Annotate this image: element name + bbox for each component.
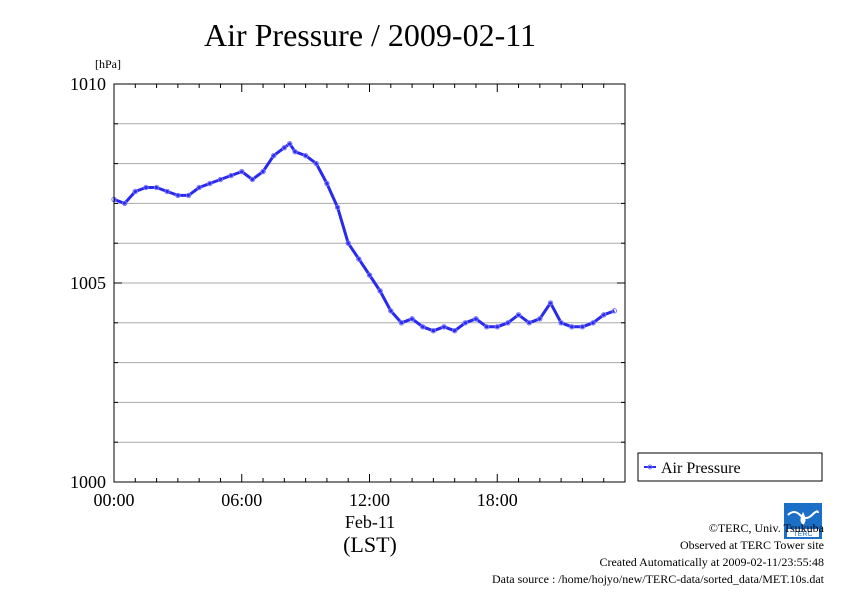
plot-series xyxy=(111,141,618,334)
logo-text-band xyxy=(787,529,819,537)
data-point xyxy=(579,324,586,330)
x-axis-title: (LST) xyxy=(343,532,397,557)
data-point xyxy=(286,141,293,147)
data-point xyxy=(547,300,554,306)
data-point xyxy=(409,316,415,322)
axis-ticks: 1000 1005 1010 00:00 06:00 12:00 18:00 xyxy=(70,74,626,510)
data-point xyxy=(483,324,490,330)
data-point xyxy=(207,180,213,187)
data-point xyxy=(377,288,383,294)
logo-text: TERC xyxy=(793,531,812,538)
logo-wave xyxy=(787,510,819,519)
data-point xyxy=(121,200,128,207)
data-point xyxy=(196,184,202,191)
data-point xyxy=(398,320,405,326)
data-point xyxy=(451,328,458,334)
data-point xyxy=(611,308,618,314)
data-point xyxy=(356,256,362,262)
data-point xyxy=(473,316,479,322)
data-point xyxy=(334,204,341,211)
data-point xyxy=(239,168,245,175)
data-point xyxy=(143,184,149,191)
data-point xyxy=(505,320,511,326)
data-point xyxy=(313,160,319,167)
data-point xyxy=(302,152,309,159)
data-point xyxy=(601,312,607,318)
data-point xyxy=(324,180,330,187)
data-point xyxy=(515,312,522,318)
data-point xyxy=(260,168,266,175)
y-tick-label: 1005 xyxy=(70,273,106,293)
grid-lines xyxy=(114,123,625,443)
legend-marker xyxy=(647,464,653,470)
data-point xyxy=(132,188,138,195)
data-point xyxy=(537,316,543,322)
footer-created: Created Automatically at 2009-02-11/23:5… xyxy=(599,555,824,569)
y-tick-label: 1000 xyxy=(70,472,106,492)
data-point xyxy=(430,328,437,334)
data-point xyxy=(345,240,351,246)
data-point xyxy=(281,144,288,151)
data-point xyxy=(388,308,394,314)
chart-title: Air Pressure / 2009-02-11 xyxy=(204,17,536,53)
x-date-label: Feb-11 xyxy=(345,512,395,532)
legend: Air Pressure xyxy=(637,452,823,482)
data-point xyxy=(270,152,277,159)
data-point xyxy=(185,192,192,199)
data-point xyxy=(175,192,181,199)
data-point xyxy=(228,172,234,179)
data-point xyxy=(366,272,373,278)
y-unit-label: [hPa] xyxy=(95,57,121,71)
x-tick-label: 00:00 xyxy=(93,490,134,510)
data-point xyxy=(249,176,256,183)
data-point xyxy=(217,176,224,183)
legend-box xyxy=(637,452,823,482)
x-tick-label: 06:00 xyxy=(221,490,262,510)
footer-copyright: ©TERC, Univ. Tsukuba xyxy=(708,521,824,535)
x-tick-label: 12:00 xyxy=(349,490,390,510)
legend-label: Air Pressure xyxy=(661,460,741,477)
footer-observed: Observed at TERC Tower site xyxy=(679,538,824,552)
data-point xyxy=(164,188,170,195)
data-point xyxy=(292,148,298,155)
data-point xyxy=(590,320,596,326)
data-point xyxy=(526,320,532,326)
series-line xyxy=(113,142,615,333)
x-tick-label: 18:00 xyxy=(477,490,518,510)
data-point xyxy=(462,320,469,326)
data-point xyxy=(420,324,426,330)
y-tick-label: 1010 xyxy=(70,74,106,94)
footer-source: Data source : /home/hojyo/new/TERC-data/… xyxy=(491,572,824,586)
data-point xyxy=(494,324,500,330)
data-point xyxy=(153,184,160,191)
data-point xyxy=(569,324,575,330)
logo-drop xyxy=(800,512,806,525)
terc-logo: TERC xyxy=(784,503,822,539)
data-point xyxy=(441,324,447,330)
data-point xyxy=(558,320,564,326)
